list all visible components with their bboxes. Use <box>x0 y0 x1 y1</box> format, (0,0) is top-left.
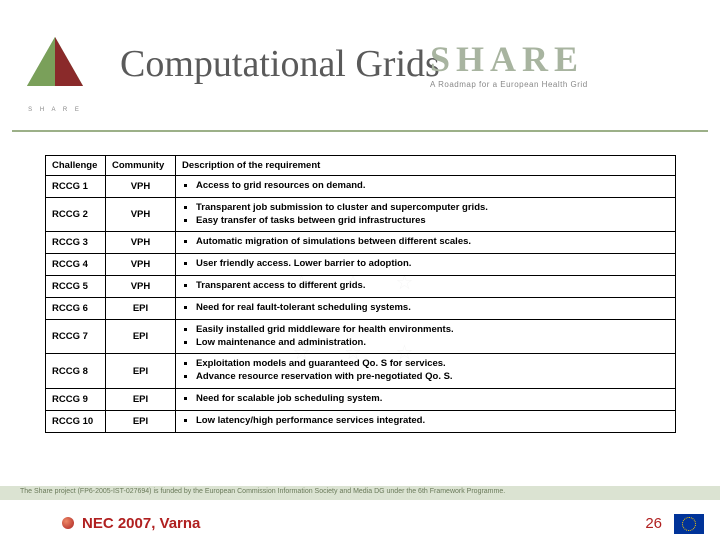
footer-venue: NEC 2007, Varna <box>82 515 200 532</box>
cell-challenge: RCCG 4 <box>46 254 106 276</box>
cell-challenge: RCCG 7 <box>46 319 106 354</box>
cell-community: VPH <box>106 197 176 232</box>
col-community: Community <box>106 156 176 176</box>
slide-title: Computational Grids <box>120 42 440 86</box>
cell-community: EPI <box>106 297 176 319</box>
footer-attribution-bar: The Share project (FP6-2005-IST-027694) … <box>0 486 720 500</box>
cell-description: Need for scalable job scheduling system. <box>176 388 676 410</box>
desc-item: Need for scalable job scheduling system. <box>196 393 669 406</box>
cell-description: Exploitation models and guaranteed Qo. S… <box>176 354 676 389</box>
page-number: 26 <box>645 515 662 532</box>
table-row: RCCG 9EPI Need for scalable job schedulin… <box>46 388 676 410</box>
cell-community: EPI <box>106 319 176 354</box>
cell-challenge: RCCG 9 <box>46 388 106 410</box>
desc-item: Low maintenance and administration. <box>196 337 669 350</box>
table-row: RCCG 2VPH Transparent job submission to c… <box>46 197 676 232</box>
table-header-row: Challenge Community Description of the r… <box>46 156 676 176</box>
share-brand: SHARE <box>430 38 690 80</box>
cell-challenge: RCCG 5 <box>46 276 106 298</box>
col-challenge: Challenge <box>46 156 106 176</box>
desc-item: Access to grid resources on demand. <box>196 180 669 193</box>
cell-community: VPH <box>106 254 176 276</box>
header: S H A R E Computational Grids SHARE A Ro… <box>0 0 720 135</box>
requirements-table-wrap: Challenge Community Description of the r… <box>45 155 675 433</box>
cell-community: VPH <box>106 176 176 198</box>
eu-flag-icon <box>674 514 704 534</box>
table-row: RCCG 10EPI Low latency/high performance s… <box>46 410 676 432</box>
desc-item: Easily installed grid middleware for hea… <box>196 324 669 337</box>
share-small-label: S H A R E <box>20 107 90 113</box>
table-row: RCCG 8EPI Exploitation models and guarant… <box>46 354 676 389</box>
cell-description: Transparent job submission to cluster an… <box>176 197 676 232</box>
table-row: RCCG 3VPH Automatic migration of simulati… <box>46 232 676 254</box>
table-row: RCCG 5VPH Transparent access to different… <box>46 276 676 298</box>
cell-description: Automatic migration of simulations betwe… <box>176 232 676 254</box>
cell-community: EPI <box>106 388 176 410</box>
footer-bullet-icon <box>62 517 74 529</box>
desc-item: User friendly access. Lower barrier to a… <box>196 258 669 271</box>
cell-challenge: RCCG 6 <box>46 297 106 319</box>
cell-challenge: RCCG 10 <box>46 410 106 432</box>
table-row: RCCG 1VPH Access to grid resources on dem… <box>46 176 676 198</box>
cell-community: EPI <box>106 354 176 389</box>
share-logo-icon: S H A R E <box>20 30 90 100</box>
cell-community: VPH <box>106 276 176 298</box>
cell-challenge: RCCG 8 <box>46 354 106 389</box>
share-logo-right: SHARE A Roadmap for a European Health Gr… <box>430 38 690 98</box>
cell-description: Easily installed grid middleware for hea… <box>176 319 676 354</box>
desc-item: Transparent job submission to cluster an… <box>196 202 669 215</box>
footer: NEC 2007, Varna 26 <box>0 502 720 532</box>
requirements-table: Challenge Community Description of the r… <box>45 155 676 433</box>
table-row: RCCG 6EPI Need for real fault-tolerant sc… <box>46 297 676 319</box>
desc-item: Low latency/high performance services in… <box>196 415 669 428</box>
table-row: RCCG 7EPI Easily installed grid middlewar… <box>46 319 676 354</box>
desc-item: Exploitation models and guaranteed Qo. S… <box>196 358 669 371</box>
col-description: Description of the requirement <box>176 156 676 176</box>
header-divider <box>12 130 708 132</box>
desc-item: Easy transfer of tasks between grid infr… <box>196 215 669 228</box>
cell-description: Low latency/high performance services in… <box>176 410 676 432</box>
table-row: RCCG 4VPH User friendly access. Lower bar… <box>46 254 676 276</box>
cell-description: Need for real fault-tolerant scheduling … <box>176 297 676 319</box>
cell-community: EPI <box>106 410 176 432</box>
cell-description: Transparent access to different grids. <box>176 276 676 298</box>
desc-item: Need for real fault-tolerant scheduling … <box>196 302 669 315</box>
cell-description: Access to grid resources on demand. <box>176 176 676 198</box>
desc-item: Transparent access to different grids. <box>196 280 669 293</box>
share-tagline: A Roadmap for a European Health Grid <box>430 80 690 89</box>
cell-community: VPH <box>106 232 176 254</box>
cell-description: User friendly access. Lower barrier to a… <box>176 254 676 276</box>
cell-challenge: RCCG 2 <box>46 197 106 232</box>
desc-item: Advance resource reservation with pre-ne… <box>196 371 669 384</box>
desc-item: Automatic migration of simulations betwe… <box>196 236 669 249</box>
cell-challenge: RCCG 1 <box>46 176 106 198</box>
cell-challenge: RCCG 3 <box>46 232 106 254</box>
